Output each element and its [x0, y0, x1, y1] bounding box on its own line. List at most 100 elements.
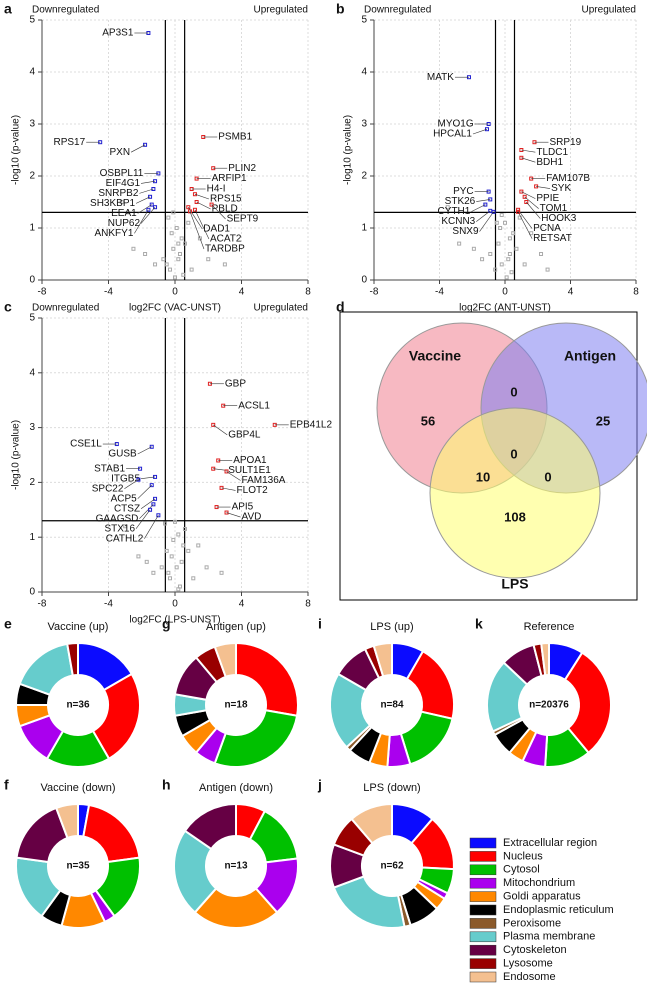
leader-line [536, 186, 551, 189]
data-point [146, 207, 151, 212]
data-point [171, 210, 176, 215]
point-label: GBP [225, 378, 246, 389]
legend-label: Endosome [503, 971, 556, 983]
legend-label: Peroxisome [503, 917, 561, 929]
leader-line [517, 211, 533, 239]
leader-line [213, 424, 228, 436]
data-point [153, 496, 158, 501]
legend-swatch [469, 931, 497, 943]
y-tick-label: 0 [29, 587, 35, 598]
region-count: 0 [510, 384, 517, 399]
data-point [194, 200, 199, 204]
data-point [168, 267, 173, 272]
leader-line [135, 196, 151, 204]
legend-label: Extracellular region [503, 837, 597, 849]
x-tick-label: 4 [568, 287, 574, 298]
point-label: OSBPL11 [100, 168, 144, 179]
point-label: CTSZ [114, 503, 140, 514]
point-label: FAM107B [546, 173, 590, 184]
point-label: ANKFY1 [94, 228, 133, 239]
leader-line [137, 484, 152, 499]
y-tick-label: 5 [29, 313, 35, 324]
panel-label: i [318, 616, 322, 632]
data-point [507, 236, 512, 241]
center-label: n=13 [224, 861, 248, 872]
point-label: TARDBP [205, 244, 245, 255]
data-point [519, 189, 524, 194]
point-label: PBLD [212, 204, 238, 215]
data-point [493, 267, 498, 272]
y-tick-label: 0 [361, 275, 367, 286]
data-point [509, 270, 514, 275]
legend-swatch [469, 837, 497, 849]
data-point [506, 257, 511, 262]
set-label: Antigen [564, 348, 616, 364]
y-tick-label: 0 [29, 275, 35, 286]
data-point [529, 231, 534, 236]
point-label: FAM136A [242, 475, 286, 486]
data-point [189, 267, 194, 272]
x-tick-label: -4 [104, 599, 113, 610]
leader-line [472, 128, 488, 135]
point-label: KCNN3 [441, 216, 475, 227]
data-point [539, 252, 544, 256]
legend-label: Goldi apparatus [503, 891, 581, 903]
point-label: ITGB5 [111, 473, 140, 484]
set-label: Vaccine [409, 348, 461, 364]
data-point [171, 537, 176, 542]
point-label: CYTH1 [438, 206, 471, 217]
point-label: SRP19 [549, 137, 581, 148]
legend-swatch [469, 904, 497, 916]
x-tick-label: 4 [239, 287, 245, 298]
x-axis-label: log2FC (LPS-UNST) [129, 615, 220, 626]
data-point [197, 236, 202, 241]
data-point [164, 262, 169, 267]
panel-label: g [162, 616, 171, 632]
data-point [196, 543, 201, 548]
leader-line [141, 180, 156, 184]
point-label: MATK [427, 72, 454, 83]
data-point [168, 576, 173, 581]
data-point [149, 444, 154, 449]
data-point [519, 155, 524, 160]
legend-label: Lysosome [503, 958, 553, 970]
point-label: HOOK3 [541, 213, 576, 224]
point-label: PSMB1 [218, 132, 252, 143]
legend-label: Mitochondrium [503, 877, 575, 889]
region-count: 25 [596, 413, 610, 428]
data-point [164, 548, 169, 553]
x-tick-label: -8 [370, 287, 379, 298]
data-point [149, 202, 154, 207]
data-point [169, 554, 174, 559]
data-point [192, 192, 197, 197]
x-axis-label: log2FC (VAC-UNST) [129, 303, 221, 314]
point-label: ACP5 [111, 493, 138, 504]
data-point [176, 257, 181, 262]
data-point [153, 205, 158, 210]
panel-label: e [4, 616, 12, 632]
panel-label: j [317, 777, 322, 793]
data-point [166, 570, 171, 575]
y-axis-label: -log10 (p-value) [343, 115, 354, 185]
y-tick-label: 2 [361, 171, 367, 182]
data-point [524, 200, 529, 204]
leader-line [139, 504, 154, 519]
leader-line [137, 446, 152, 455]
point-label: SNX9 [452, 226, 479, 237]
point-label: ARFIP1 [212, 173, 247, 184]
data-point [206, 257, 211, 262]
point-label: FLOT2 [237, 485, 269, 496]
venn-set [429, 407, 601, 579]
data-point [181, 543, 186, 548]
panel-label: k [475, 616, 483, 632]
center-label: n=36 [66, 700, 90, 711]
y-tick-label: 1 [29, 532, 35, 543]
annotation: Upregulated [254, 303, 308, 314]
x-tick-label: -8 [38, 599, 47, 610]
center-label: n=84 [380, 700, 404, 711]
data-point [182, 526, 187, 531]
point-label: TOM1 [540, 203, 568, 214]
legend-swatch [469, 891, 497, 902]
panel-label: h [162, 777, 171, 793]
